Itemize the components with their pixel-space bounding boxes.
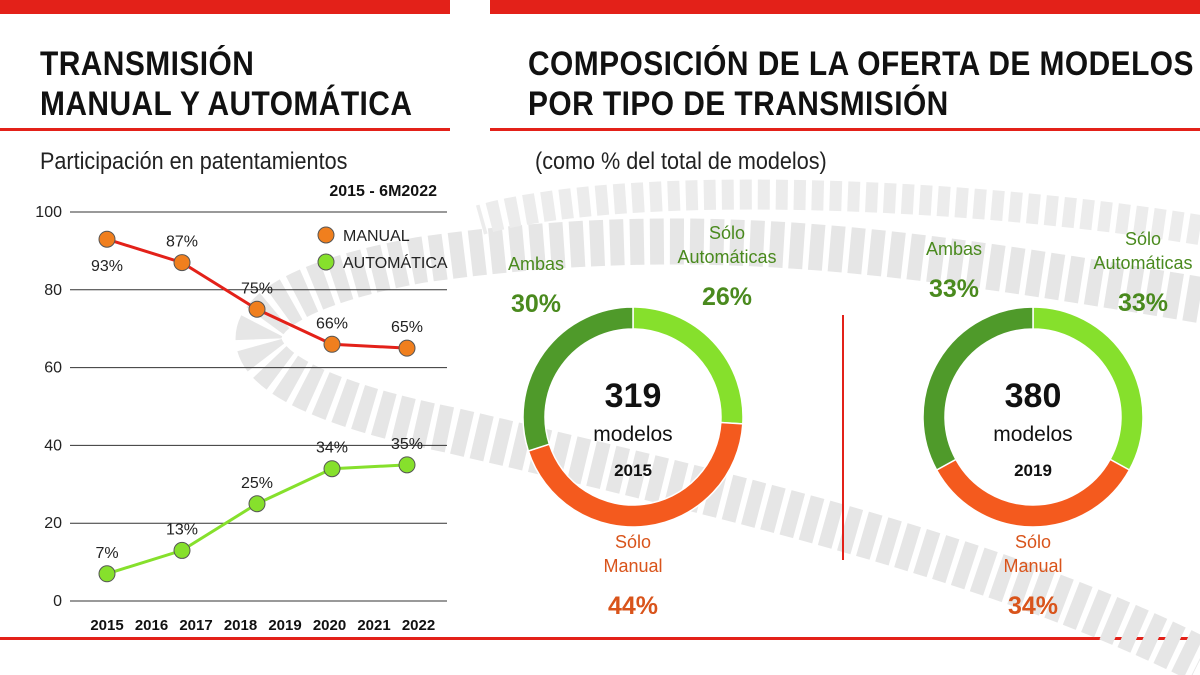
slice-name: Ambas bbox=[508, 254, 564, 274]
y-tick-label: 20 bbox=[44, 515, 62, 532]
right-title: COMPOSICIÓN DE LA OFERTA DE MODELOS POR … bbox=[528, 44, 1194, 124]
slice-name: Manual bbox=[1003, 556, 1062, 576]
slice-name: Automáticas bbox=[1093, 253, 1192, 273]
data-point bbox=[323, 335, 341, 353]
title-rule-right bbox=[490, 128, 1200, 131]
legend-marker bbox=[317, 253, 335, 271]
slice-name: Sólo bbox=[709, 223, 745, 243]
right-title-line2: POR TIPO DE TRANSMISIÓN bbox=[528, 85, 949, 123]
data-point bbox=[323, 460, 341, 478]
slice-name: Ambas bbox=[926, 239, 982, 259]
data-point bbox=[98, 565, 116, 583]
donut-unit: modelos bbox=[993, 423, 1072, 446]
data-label: 66% bbox=[316, 315, 348, 332]
x-tick-label: 2017 bbox=[179, 617, 212, 634]
legend-label: AUTOMÁTICA bbox=[343, 253, 448, 272]
left-subtitle: Participación en patentamientos bbox=[40, 148, 348, 175]
data-label: 87% bbox=[166, 234, 198, 251]
data-label: 93% bbox=[91, 258, 123, 275]
line-chart: 0 20 40 60 80 100 2015 2016 2017 2018 2019 2020 2021… bbox=[35, 204, 448, 634]
data-point bbox=[398, 339, 416, 357]
data-point bbox=[248, 495, 266, 513]
slice-name: Automáticas bbox=[677, 247, 776, 267]
tire-track bbox=[475, 179, 1200, 245]
y-tick-label: 80 bbox=[44, 282, 62, 299]
y-tick-label: 40 bbox=[44, 437, 62, 454]
donut-total: 319 bbox=[605, 377, 662, 415]
slice-ambas bbox=[522, 306, 634, 452]
data-label: 65% bbox=[391, 319, 423, 336]
slice-name: Sólo bbox=[1015, 532, 1051, 552]
y-tick-label: 0 bbox=[53, 593, 62, 610]
donut-unit: modelos bbox=[593, 423, 672, 446]
donut-year: 2015 bbox=[614, 461, 652, 480]
x-tick-label: 2020 bbox=[313, 617, 346, 634]
legend-label: MANUAL bbox=[343, 228, 410, 245]
donut-year: 2019 bbox=[1014, 461, 1052, 480]
data-point bbox=[173, 541, 191, 559]
title-rule-left bbox=[0, 128, 450, 131]
x-tick-label: 2021 bbox=[357, 617, 390, 634]
right-subtitle: (como % del total de modelos) bbox=[535, 148, 827, 175]
x-tick-label: 2015 bbox=[90, 617, 123, 634]
data-label: 35% bbox=[391, 436, 423, 453]
slice-percent: 30% bbox=[511, 290, 561, 318]
period-label: 2015 - 6M2022 bbox=[329, 183, 437, 200]
legend-marker bbox=[317, 226, 335, 244]
slice-name: Sólo bbox=[1125, 229, 1161, 249]
data-label: 13% bbox=[166, 521, 198, 538]
right-title-line1: COMPOSICIÓN DE LA OFERTA DE MODELOS bbox=[528, 45, 1194, 83]
x-tick-label: 2016 bbox=[135, 617, 168, 634]
data-point bbox=[173, 254, 191, 272]
left-title: TRANSMISIÓN MANUAL Y AUTOMÁTICA bbox=[40, 44, 412, 124]
y-tick-label: 60 bbox=[44, 360, 62, 377]
slice-name: Manual bbox=[603, 556, 662, 576]
x-tick-label: 2018 bbox=[224, 617, 257, 634]
slice-name: Sólo bbox=[615, 532, 651, 552]
slice-ambas bbox=[922, 306, 1034, 472]
data-point bbox=[98, 230, 116, 248]
data-label: 25% bbox=[241, 475, 273, 492]
donut-charts: 319 modelos 2015 Sólo Automáticas 26% Sólo Manu… bbox=[508, 223, 1193, 620]
left-title-line2: MANUAL Y AUTOMÁTICA bbox=[40, 85, 413, 123]
slice-percent: 34% bbox=[1008, 592, 1058, 620]
data-point bbox=[248, 300, 266, 318]
data-label: 75% bbox=[241, 280, 273, 297]
slice-percent: 44% bbox=[608, 592, 658, 620]
bottom-rule bbox=[0, 637, 1200, 640]
top-bar-right bbox=[490, 0, 1200, 14]
data-label: 7% bbox=[95, 545, 118, 562]
x-tick-label: 2019 bbox=[268, 617, 301, 634]
tire-track bbox=[235, 218, 1200, 675]
left-title-line1: TRANSMISIÓN bbox=[40, 45, 255, 83]
data-point bbox=[398, 456, 416, 474]
donut-total: 380 bbox=[1005, 377, 1062, 415]
data-label: 34% bbox=[316, 440, 348, 457]
slice-percent: 33% bbox=[929, 275, 979, 303]
top-bar-left bbox=[0, 0, 450, 14]
x-tick-label: 2022 bbox=[402, 617, 435, 634]
slice-percent: 26% bbox=[702, 283, 752, 311]
tire-track-decoration bbox=[235, 179, 1200, 675]
slice-percent: 33% bbox=[1118, 289, 1168, 317]
y-tick-label: 100 bbox=[35, 204, 62, 221]
